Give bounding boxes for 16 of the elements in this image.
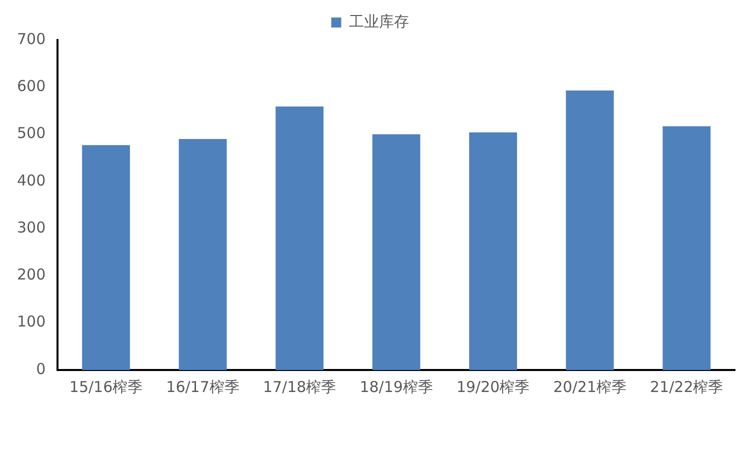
x-tick-label: 15/16榨季 [69, 378, 143, 396]
x-tick-label: 18/19榨季 [360, 378, 433, 396]
y-tick-label: 700 [16, 30, 46, 48]
legend-label: 工业库存 [348, 12, 409, 30]
y-tick-label: 500 [16, 124, 46, 142]
y-tick-label: 200 [16, 266, 46, 284]
x-tick-label: 21/22榨季 [650, 378, 724, 396]
y-tick-label: 100 [16, 312, 46, 331]
x-tick-label: 19/20榨季 [456, 378, 530, 396]
y-tick-label: 0 [36, 360, 46, 378]
x-tick-label: 17/18榨季 [262, 378, 336, 396]
x-tick-label: 20/21榨季 [553, 378, 626, 396]
y-tick-label: 400 [16, 171, 46, 190]
y-tick-label: 600 [16, 77, 46, 96]
y-tick-label: 300 [16, 218, 46, 236]
x-tick-label: 16/17榨季 [166, 378, 240, 396]
